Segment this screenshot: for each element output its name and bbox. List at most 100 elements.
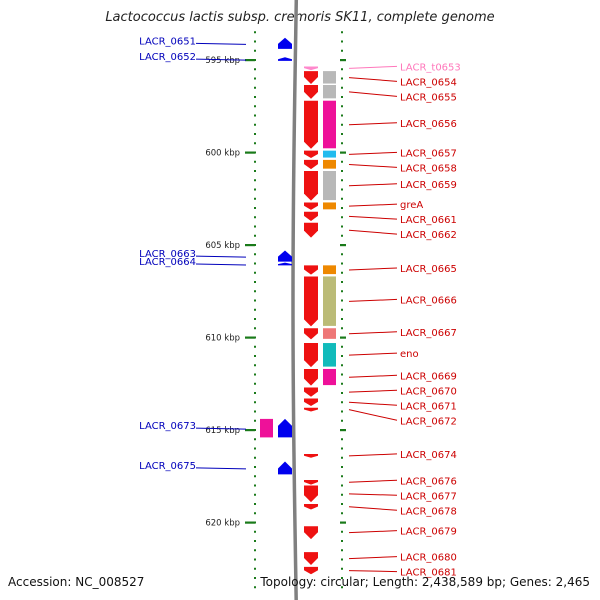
ruler-tick-label: 605 kbp xyxy=(205,241,240,251)
ruler-minor-tick-right xyxy=(341,86,343,89)
forward-label-leader xyxy=(348,570,398,573)
cog-bar-greA xyxy=(323,202,336,210)
forward-gene-LACR_0656 xyxy=(304,100,318,149)
forward-label-leader xyxy=(348,479,398,483)
reverse-gene-label: LACR_0663 xyxy=(139,249,196,260)
ruler-minor-tick-right xyxy=(341,308,343,311)
cog-bar-LACR_0654 xyxy=(323,71,336,84)
reverse-gene-LACR_0664 xyxy=(278,262,292,266)
ruler-minor-tick xyxy=(254,207,256,209)
ruler-major-tick xyxy=(245,59,255,62)
ruler-minor-tick-right xyxy=(341,447,343,450)
forward-label-leader xyxy=(348,389,398,393)
cog-bar-LACR_0656 xyxy=(323,100,336,149)
ruler-minor-tick xyxy=(254,281,256,283)
ruler-minor-tick xyxy=(254,318,256,320)
forward-gene-label: greA xyxy=(400,200,423,211)
ruler-major-tick-right xyxy=(340,244,346,247)
forward-gene-LACR_0661 xyxy=(304,211,318,221)
ruler-tick-label: 595 kbp xyxy=(205,56,240,66)
forward-gene-LACR_0666 xyxy=(304,276,318,327)
ruler-minor-tick-right xyxy=(341,68,343,71)
reverse-gene-label: LACR_0664 xyxy=(139,257,196,268)
ruler-minor-tick xyxy=(254,364,256,367)
ruler-minor-tick-right xyxy=(341,410,343,413)
forward-gene-LACR_0678 xyxy=(304,504,318,510)
forward-label-leader xyxy=(348,164,398,168)
ruler-minor-tick xyxy=(254,410,256,413)
cog-bar-LACR_0655 xyxy=(323,84,336,99)
forward-label-leader xyxy=(348,374,398,378)
ruler-minor-tick-right xyxy=(341,179,343,182)
ruler-minor-tick xyxy=(254,225,256,228)
reverse-gene-label: LACR_0651 xyxy=(139,36,196,47)
reverse-label-leader xyxy=(195,263,247,266)
ruler-minor-tick xyxy=(254,392,256,394)
ruler-major-tick xyxy=(245,151,255,154)
ruler-minor-tick-right xyxy=(341,540,343,542)
ruler-minor-tick xyxy=(254,262,256,265)
forward-gene-label: LACR_0680 xyxy=(400,553,457,564)
ruler-minor-tick-right xyxy=(341,142,343,145)
forward-gene-LACR_0677 xyxy=(304,485,318,503)
ruler-minor-tick-right xyxy=(341,484,343,487)
reverse-gene-LACR_0673 xyxy=(278,418,292,438)
forward-label-leader xyxy=(348,65,398,69)
forward-gene-LACR_0670 xyxy=(304,387,318,397)
ruler-major-tick xyxy=(245,521,255,524)
forward-label-leader xyxy=(348,77,398,82)
ruler-minor-tick xyxy=(254,77,256,80)
ruler-minor-tick-right xyxy=(341,40,343,43)
ruler-minor-tick-right xyxy=(341,262,343,265)
ruler-minor-tick xyxy=(254,133,256,135)
forward-gene-LACR_0659 xyxy=(304,171,318,201)
forward-gene-label: LACR_0667 xyxy=(400,328,457,339)
forward-gene-label: LACR_0654 xyxy=(400,77,457,88)
ruler-minor-tick-right xyxy=(341,530,343,533)
ruler-minor-tick-right xyxy=(341,188,343,191)
ruler-minor-tick xyxy=(254,86,256,89)
ruler-minor-tick-right xyxy=(341,197,343,200)
ruler-major-tick xyxy=(245,244,255,247)
ruler-minor-tick-right xyxy=(341,456,343,459)
forward-label-leader xyxy=(348,122,398,126)
forward-gene-label: LACR_0662 xyxy=(400,230,457,241)
reverse-gene-label: LACR_0675 xyxy=(139,461,196,472)
ruler-minor-tick xyxy=(254,475,256,478)
forward-gene-label: LACR_0671 xyxy=(400,401,457,412)
ruler-minor-tick-right xyxy=(341,160,343,163)
forward-gene-LACR_0658 xyxy=(304,159,318,170)
ruler-minor-tick xyxy=(254,577,256,579)
forward-label-leader xyxy=(348,530,398,534)
ruler-minor-tick xyxy=(254,345,256,348)
forward-gene-greA xyxy=(304,202,318,210)
ruler-minor-tick-right xyxy=(341,512,343,515)
forward-gene-LACR_0654 xyxy=(304,71,318,85)
ruler-minor-tick-right xyxy=(341,234,343,237)
forward-label-leader xyxy=(348,409,398,421)
ruler-tick-label: 620 kbp xyxy=(205,519,240,529)
forward-label-leader xyxy=(348,453,398,457)
ruler-minor-tick xyxy=(254,549,256,552)
map-title: Lactococcus lactis subsp. cremoris SK11,… xyxy=(105,10,495,25)
ruler-minor-tick xyxy=(254,456,256,459)
genome-backbone xyxy=(291,0,299,600)
forward-gene-LACR_0662 xyxy=(304,222,318,238)
forward-gene-label: LACR_0657 xyxy=(400,148,457,159)
ruler-minor-tick-right xyxy=(341,31,343,34)
ruler-minor-tick-right xyxy=(341,253,343,256)
ruler-minor-tick xyxy=(254,216,256,219)
ruler-minor-tick xyxy=(254,530,256,533)
ruler-minor-tick xyxy=(254,355,256,357)
cog-bar-LACR_0666 xyxy=(323,276,336,326)
ruler-minor-tick-right xyxy=(341,77,343,80)
ruler-minor-tick-right xyxy=(341,373,343,376)
forward-gene-LACR_0667 xyxy=(304,328,318,340)
ruler-minor-tick xyxy=(254,308,256,311)
forward-label-leader xyxy=(348,91,398,97)
cog-bar-LACR_0669 xyxy=(323,368,336,386)
ruler-minor-tick xyxy=(254,567,256,570)
ruler-minor-tick xyxy=(254,96,256,98)
forward-label-leader xyxy=(348,506,398,511)
